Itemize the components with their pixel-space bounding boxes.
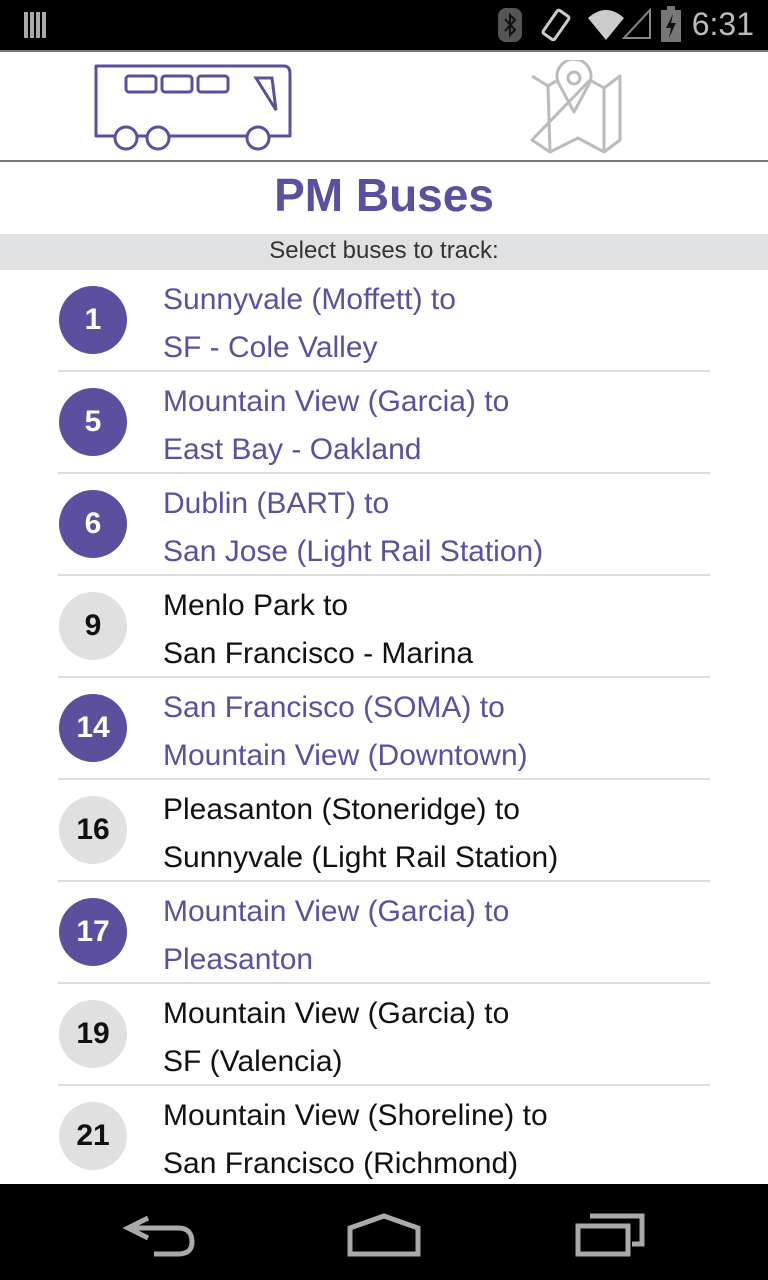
- route-description: Pleasanton (Stoneridge) to Sunnyvale (Lig…: [163, 786, 558, 882]
- tab-bus[interactable]: [0, 52, 384, 160]
- bus-route-list: 1 Sunnyvale (Moffett) to SF - Cole Valley 5…: [0, 270, 768, 1184]
- route-number-badge: 9: [59, 592, 127, 660]
- route-number-badge: 19: [59, 1000, 127, 1068]
- vibrate-icon: [541, 8, 571, 42]
- route-row-19[interactable]: 19 Mountain View (Garcia) to SF (Valencia): [0, 984, 768, 1086]
- route-destination: San Francisco - Marina: [163, 637, 474, 670]
- route-origin: Pleasanton (Stoneridge) to: [163, 793, 520, 826]
- route-origin: Sunnyvale (Moffett) to: [163, 283, 456, 316]
- battery-charging-icon: [661, 6, 681, 42]
- route-number-badge: 5: [59, 388, 127, 456]
- wifi-icon: [588, 10, 624, 40]
- route-row-6[interactable]: 6 Dublin (BART) to San Jose (Light Rail St…: [0, 474, 768, 576]
- route-description: Menlo Park to San Francisco - Marina: [163, 582, 473, 678]
- route-origin: San Francisco (SOMA) to: [163, 691, 505, 724]
- route-origin: Mountain View (Garcia) to: [163, 385, 510, 418]
- route-description: Mountain View (Garcia) to SF (Valencia): [163, 990, 509, 1086]
- route-description: Dublin (BART) to San Jose (Light Rail Sta…: [163, 480, 543, 576]
- route-description: Mountain View (Garcia) to Pleasanton: [163, 888, 509, 984]
- recents-icon[interactable]: [560, 1204, 660, 1264]
- tab-map[interactable]: [384, 52, 768, 160]
- route-description: Mountain View (Shoreline) to San Francisc…: [163, 1092, 548, 1184]
- route-row-17[interactable]: 17 Mountain View (Garcia) to Pleasanton: [0, 882, 768, 984]
- route-destination: SF (Valencia): [163, 1045, 343, 1078]
- route-destination: East Bay - Oakland: [163, 433, 422, 466]
- route-number-badge: 17: [59, 898, 127, 966]
- route-origin: Mountain View (Garcia) to: [163, 895, 510, 928]
- list-instructions: Select buses to track:: [0, 234, 768, 270]
- route-description: Sunnyvale (Moffett) to SF - Cole Valley: [163, 276, 456, 372]
- route-description: San Francisco (SOMA) to Mountain View (Do…: [163, 684, 528, 780]
- navigation-bar: [0, 1184, 768, 1280]
- route-destination: Sunnyvale (Light Rail Station): [163, 841, 559, 874]
- route-number-badge: 6: [59, 490, 127, 558]
- route-number-badge: 16: [59, 796, 127, 864]
- route-destination: San Francisco (Richmond): [163, 1147, 519, 1180]
- route-origin: Dublin (BART) to: [163, 487, 390, 520]
- page-title: PM Buses: [274, 169, 494, 221]
- route-number-badge: 14: [59, 694, 127, 762]
- route-origin: Mountain View (Garcia) to: [163, 997, 510, 1030]
- tab-bar: [0, 50, 768, 162]
- signal-icon: [622, 8, 651, 39]
- home-icon[interactable]: [334, 1204, 434, 1264]
- route-destination: San Jose (Light Rail Station): [163, 535, 544, 568]
- bluetooth-icon: [498, 8, 522, 42]
- map-pin-icon: [530, 60, 622, 154]
- route-origin: Mountain View (Shoreline) to: [163, 1099, 548, 1132]
- notification-icon: [24, 12, 46, 38]
- route-number-badge: 21: [59, 1102, 127, 1170]
- route-origin: Menlo Park to: [163, 589, 349, 622]
- route-row-14[interactable]: 14 San Francisco (SOMA) to Mountain View (…: [0, 678, 768, 780]
- route-destination: SF - Cole Valley: [163, 331, 378, 364]
- route-row-16[interactable]: 16 Pleasanton (Stoneridge) to Sunnyvale (L…: [0, 780, 768, 882]
- route-row-21[interactable]: 21 Mountain View (Shoreline) to San Franci…: [0, 1086, 768, 1184]
- route-destination: Pleasanton: [163, 943, 314, 976]
- back-icon[interactable]: [118, 1204, 218, 1264]
- status-bar: 6:31: [0, 0, 768, 50]
- route-number-badge: 1: [59, 286, 127, 354]
- route-row-9[interactable]: 9 Menlo Park to San Francisco - Marina: [0, 576, 768, 678]
- route-description: Mountain View (Garcia) to East Bay - Oakl…: [163, 378, 509, 474]
- clock: 6:31: [691, 6, 754, 42]
- route-row-5[interactable]: 5 Mountain View (Garcia) to East Bay - Oak…: [0, 372, 768, 474]
- route-row-1[interactable]: 1 Sunnyvale (Moffett) to SF - Cole Valley: [0, 270, 768, 372]
- route-destination: Mountain View (Downtown): [163, 739, 528, 772]
- bus-icon: [94, 64, 292, 151]
